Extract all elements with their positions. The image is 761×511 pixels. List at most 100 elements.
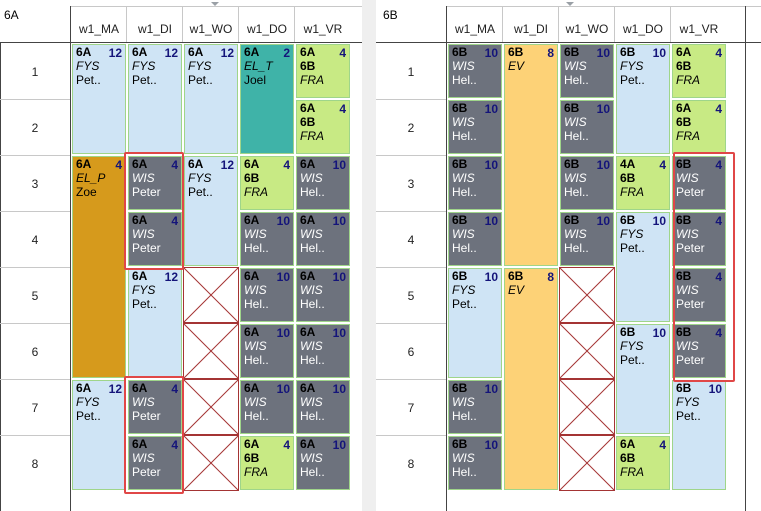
lesson-card[interactable]: 6A 12 FYS Pet.. xyxy=(128,44,182,154)
lesson-card[interactable]: 6B 10 WIS Hel.. xyxy=(560,156,614,210)
lesson-card[interactable]: 6A 4 6B FRA xyxy=(240,156,294,210)
lesson-card[interactable]: 6B 8 EV xyxy=(504,268,558,490)
lesson-card[interactable]: 6A 2 EL_T Joel xyxy=(240,44,294,154)
row-header-8[interactable]: 8 xyxy=(31,457,39,471)
lesson-card[interactable]: 6B 10 FYS Pet.. xyxy=(448,268,502,378)
lesson-card[interactable]: 6A 12 FYS Pet.. xyxy=(72,380,126,490)
lesson-class: 6A xyxy=(76,157,92,171)
column-header-w1_vr[interactable]: w1_VR xyxy=(303,22,343,36)
lesson-card[interactable]: 6B 10 FYS Pet.. xyxy=(616,324,670,434)
lesson-card[interactable]: 6A 4 6B FRA xyxy=(296,100,350,154)
column-header-w1_do[interactable]: w1_DO xyxy=(246,22,287,36)
lesson-count: 10 xyxy=(276,382,290,396)
lesson-card[interactable]: 6B 10 WIS Hel.. xyxy=(448,212,502,266)
lesson-card[interactable]: 6B 8 EV xyxy=(504,44,558,266)
lesson-subject: FYS xyxy=(620,227,644,241)
lesson-class: 4A xyxy=(620,157,636,171)
lesson-card[interactable]: 6A 4 EL_P Zoe xyxy=(72,156,126,378)
column-header-w1_vr[interactable]: w1_VR xyxy=(679,22,719,36)
lesson-card[interactable]: 6B 4 WIS Peter xyxy=(672,268,726,322)
lesson-card[interactable]: 6A 10 WIS Hel.. xyxy=(240,324,294,378)
lesson-card[interactable]: 6B 10 WIS Hel.. xyxy=(448,44,502,98)
lesson-card[interactable]: 6B 10 FYS Pet.. xyxy=(616,44,670,154)
row-header-7[interactable]: 7 xyxy=(31,401,39,415)
lesson-card[interactable]: 6B 10 WIS Hel.. xyxy=(560,100,614,154)
blocked-slot[interactable] xyxy=(183,435,239,491)
lesson-card[interactable]: 6A 10 WIS Hel.. xyxy=(296,436,350,490)
row-header-2[interactable]: 2 xyxy=(407,121,415,135)
lesson-card[interactable]: 6A 4 6B FRA xyxy=(672,44,726,98)
lesson-card[interactable]: 6B 10 WIS Hel.. xyxy=(448,156,502,210)
lesson-card[interactable]: 6A 10 WIS Hel.. xyxy=(296,156,350,210)
blocked-slot[interactable] xyxy=(559,379,615,435)
lesson-card[interactable]: 6B 10 WIS Hel.. xyxy=(560,212,614,266)
lesson-card[interactable]: 6A 12 FYS Pet.. xyxy=(184,44,238,154)
column-header-w1_wo[interactable]: w1_WO xyxy=(189,22,233,36)
row-header-7[interactable]: 7 xyxy=(407,401,415,415)
lesson-card[interactable]: 4A 4 6B FRA xyxy=(616,156,670,210)
row-header-1[interactable]: 1 xyxy=(407,65,415,79)
lesson-card[interactable]: 6A 4 WIS Peter xyxy=(128,156,182,210)
lesson-card[interactable]: 6A 4 6B FRA xyxy=(616,436,670,490)
lesson-card[interactable]: 6A 4 WIS Peter xyxy=(128,436,182,490)
lesson-card[interactable]: 6A 10 WIS Hel.. xyxy=(296,212,350,266)
lesson-card[interactable]: 6A 10 WIS Hel.. xyxy=(240,212,294,266)
row-header-8[interactable]: 8 xyxy=(407,457,415,471)
lesson-card[interactable]: 6A 4 6B FRA xyxy=(240,436,294,490)
lesson-card[interactable]: 6A 4 6B FRA xyxy=(296,44,350,98)
lesson-card[interactable]: 6A 4 WIS Peter xyxy=(128,212,182,266)
column-header-w1_di[interactable]: w1_DI xyxy=(137,22,172,36)
lesson-subject: FYS xyxy=(188,171,212,185)
lesson-card[interactable]: 6A 10 WIS Hel.. xyxy=(296,324,350,378)
lesson-class: 6B xyxy=(620,171,636,185)
lesson-card[interactable]: 6B 10 WIS Hel.. xyxy=(448,380,502,434)
lesson-card[interactable]: 6A 12 FYS Pet.. xyxy=(184,156,238,266)
lesson-card[interactable]: 6A 10 WIS Hel.. xyxy=(296,380,350,434)
lesson-card[interactable]: 6B 4 WIS Peter xyxy=(672,156,726,210)
row-header-2[interactable]: 2 xyxy=(31,121,39,135)
lesson-card[interactable]: 6B 10 WIS Hel.. xyxy=(448,100,502,154)
blocked-slot[interactable] xyxy=(183,267,239,323)
row-header-6[interactable]: 6 xyxy=(407,345,415,359)
lesson-card[interactable]: 6A 4 WIS Peter xyxy=(128,380,182,434)
row-header-5[interactable]: 5 xyxy=(31,289,39,303)
collapse-arrow-icon[interactable] xyxy=(566,2,574,6)
lesson-card[interactable]: 6A 12 FYS Pet.. xyxy=(72,44,126,154)
lesson-card[interactable]: 6B 4 WIS Peter xyxy=(672,324,726,378)
row-header-1[interactable]: 1 xyxy=(31,65,39,79)
lesson-card[interactable]: 6A 10 WIS Hel.. xyxy=(240,268,294,322)
lesson-card[interactable]: 6B 10 WIS Hel.. xyxy=(448,436,502,490)
column-header-w1_di[interactable]: w1_DI xyxy=(513,22,548,36)
collapse-arrow-icon[interactable] xyxy=(211,2,219,6)
blocked-cross-icon xyxy=(184,268,238,322)
lesson-card[interactable]: 6A 4 6B FRA xyxy=(672,100,726,154)
blocked-slot[interactable] xyxy=(183,379,239,435)
row-header-3[interactable]: 3 xyxy=(31,177,39,191)
blocked-slot[interactable] xyxy=(183,323,239,379)
row-header-5[interactable]: 5 xyxy=(407,289,415,303)
lesson-count: 10 xyxy=(596,102,610,116)
lesson-card[interactable]: 6A 10 WIS Hel.. xyxy=(240,380,294,434)
column-header-w1_ma[interactable]: w1_MA xyxy=(454,22,495,36)
left-outer-right xyxy=(0,42,1,511)
row-header-4[interactable]: 4 xyxy=(407,233,415,247)
row-header-4[interactable]: 4 xyxy=(31,233,39,247)
row-header-6[interactable]: 6 xyxy=(31,345,39,359)
blocked-slot[interactable] xyxy=(559,323,615,379)
lesson-card[interactable]: 6B 10 FYS Pet.. xyxy=(616,212,670,322)
lesson-class: 6B xyxy=(564,157,580,171)
column-header-w1_do[interactable]: w1_DO xyxy=(622,22,663,36)
lesson-card[interactable]: 6A 12 FYS Pet.. xyxy=(128,268,182,378)
lesson-class: 6A xyxy=(188,45,204,59)
lesson-card[interactable]: 6A 10 WIS Hel.. xyxy=(296,268,350,322)
blocked-slot[interactable] xyxy=(559,435,615,491)
column-header-w1_wo[interactable]: w1_WO xyxy=(565,22,609,36)
lesson-card[interactable]: 6B 4 WIS Peter xyxy=(672,212,726,266)
lesson-card[interactable]: 6B 10 WIS Hel.. xyxy=(560,44,614,98)
row-header-3[interactable]: 3 xyxy=(407,177,415,191)
column-header-w1_ma[interactable]: w1_MA xyxy=(78,22,119,36)
lesson-card[interactable]: 6B 10 FYS Pet.. xyxy=(672,380,726,490)
lesson-teacher: Pet.. xyxy=(76,73,101,87)
blocked-slot[interactable] xyxy=(559,267,615,323)
pane-splitter[interactable] xyxy=(362,0,376,511)
